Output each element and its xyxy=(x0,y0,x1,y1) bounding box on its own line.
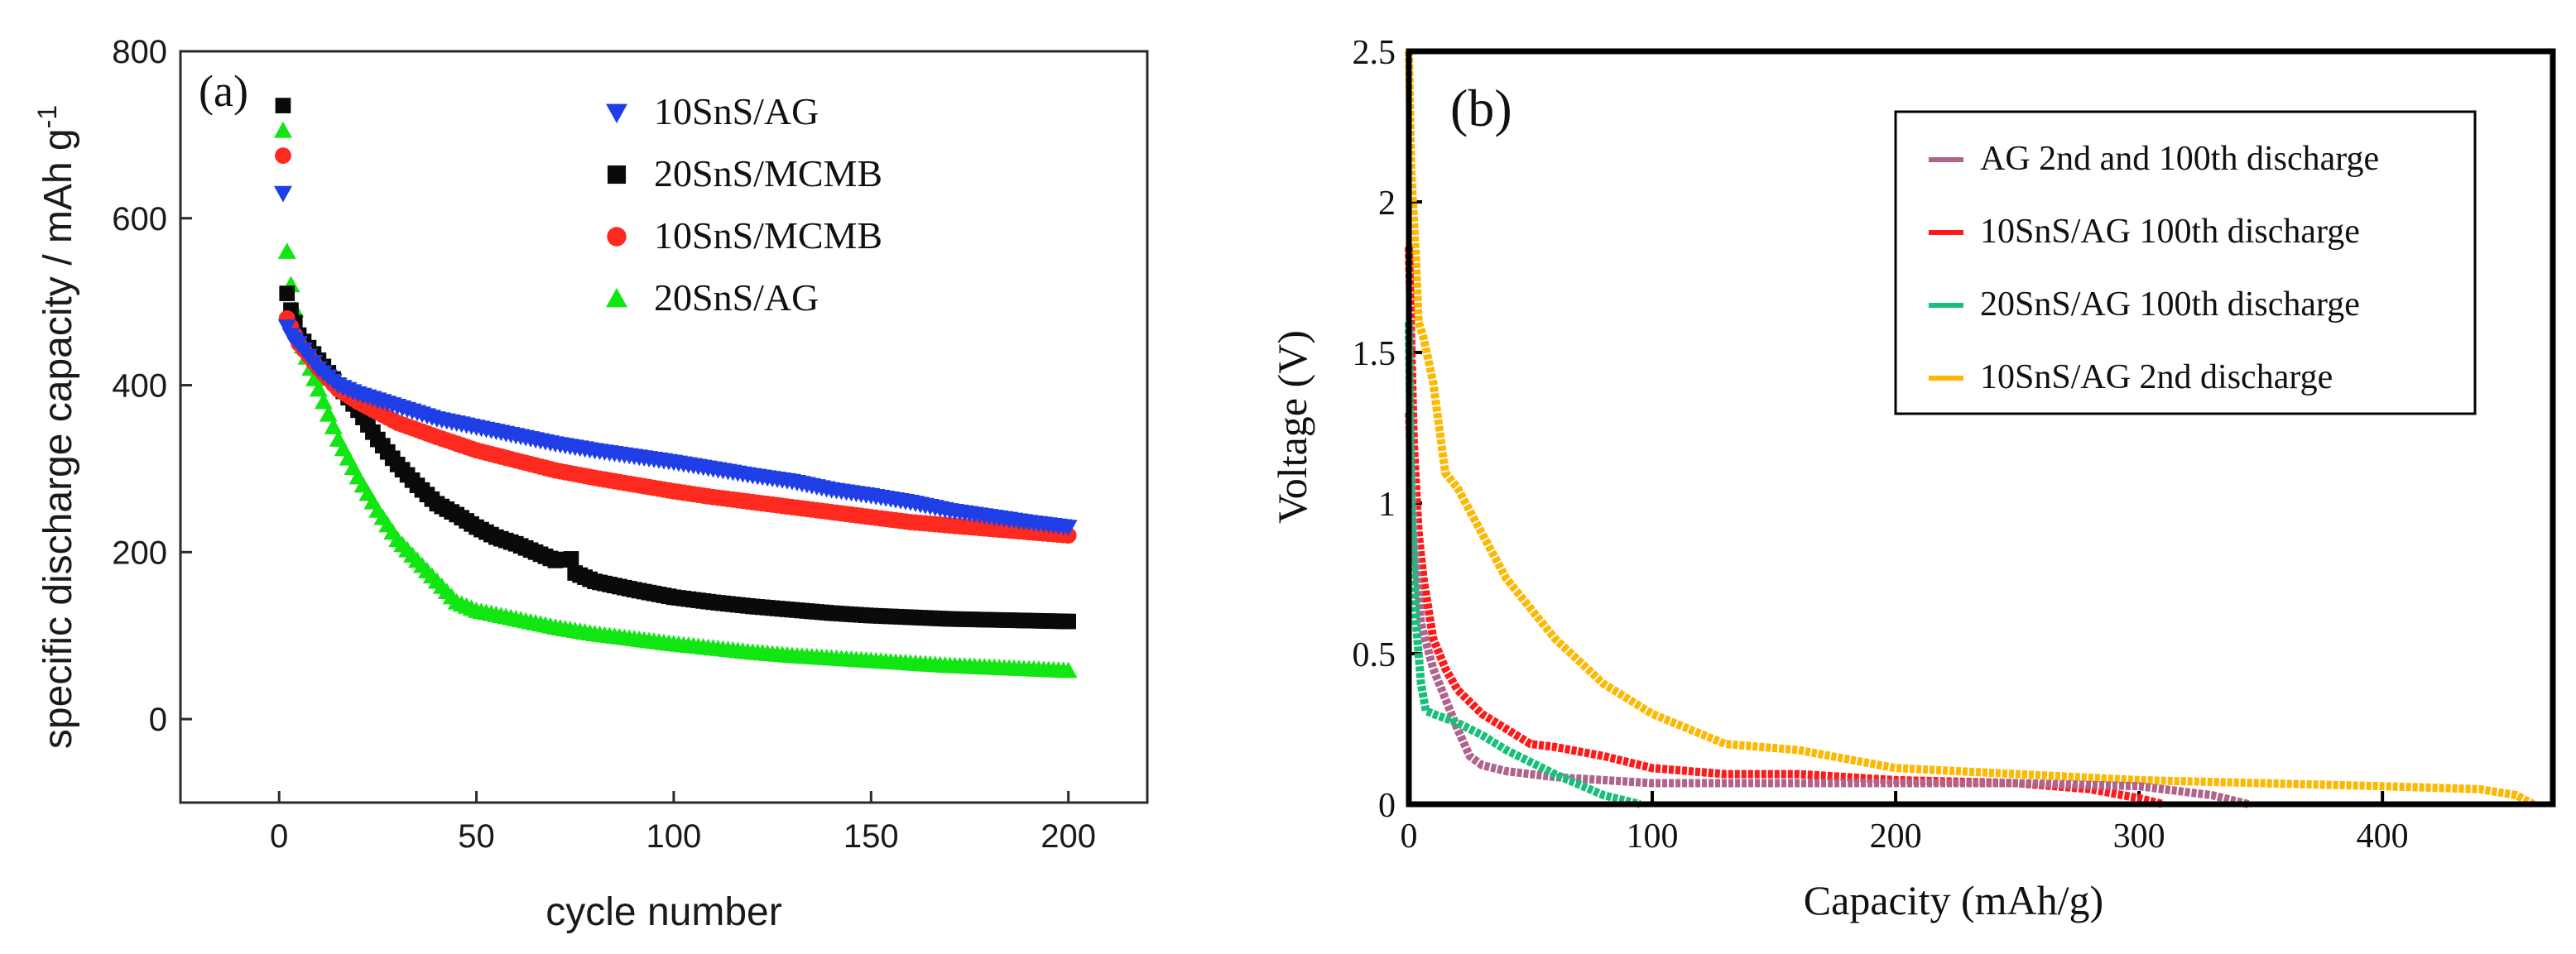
data-point xyxy=(309,380,328,397)
panel-a-frame xyxy=(179,50,1149,804)
panel-a-label: (a) xyxy=(199,66,248,116)
legend-label: 20SnS/AG xyxy=(654,276,819,319)
panel-b-ylabel: Voltage (V) xyxy=(1269,330,1315,524)
panel-b-legend-box xyxy=(1894,110,2477,415)
legend-item: 20SnS/MCMB xyxy=(607,152,882,194)
data-point xyxy=(1059,520,1078,537)
data-point xyxy=(273,185,292,203)
panel-b-xtick-label: 400 xyxy=(2357,817,2409,856)
data-point xyxy=(1060,613,1077,630)
panel-b-xtick-label: 300 xyxy=(2113,817,2165,856)
legend-marker xyxy=(606,288,627,308)
panel-b-ytick-label: 2.5 xyxy=(1353,34,1396,72)
panel-b-ytick-label: 0.5 xyxy=(1353,636,1396,674)
panel-b-xtick-label: 200 xyxy=(1870,817,1922,856)
legend-marker xyxy=(606,103,627,123)
panel-a-ytick-label: 400 xyxy=(112,368,167,405)
panel-b-series xyxy=(1405,50,2535,808)
panel-b-ytick-label: 0 xyxy=(1378,787,1396,825)
panel-a-ytick-label: 800 xyxy=(112,34,167,70)
legend-item: 20SnS/AG xyxy=(606,276,819,319)
legend-label: 20SnS/MCMB xyxy=(654,152,882,194)
series-20sns-ag xyxy=(273,121,1078,678)
legend-label: 10SnS/AG 2nd discharge xyxy=(1980,358,2333,396)
panel-a-ylabel: specific discharge capacity / mAh g-1 xyxy=(32,105,80,749)
panel-a-xtick-label: 200 xyxy=(1040,818,1096,855)
panel-b-xtick-label: 0 xyxy=(1401,817,1418,856)
data-point xyxy=(314,392,333,410)
panel-a-xtick-label: 150 xyxy=(843,818,899,855)
panel-a-ylabel-superscript: -1 xyxy=(32,105,62,128)
panel-b-frame xyxy=(1406,48,2556,808)
panel-a-series xyxy=(273,98,1078,678)
legend-item: 20SnS/AG 100th discharge xyxy=(1929,285,2360,324)
panel-a-ytick-label: 600 xyxy=(112,201,167,237)
panel-b-ytick-label: 1.5 xyxy=(1353,335,1396,373)
legend-marker xyxy=(607,227,627,247)
panel-a-xtick-label: 0 xyxy=(270,818,288,855)
panel-b-xtick-label: 100 xyxy=(1627,817,1679,856)
data-point xyxy=(279,285,296,301)
panel-b-ytick-label: 1 xyxy=(1378,486,1396,524)
series-ag-2nd-and-100th-discharge xyxy=(1405,412,2250,808)
data-point xyxy=(563,551,579,567)
series-10sns-mcmb xyxy=(275,147,1077,544)
legend-item: 10SnS/AG xyxy=(606,90,819,132)
legend-label: AG 2nd and 100th discharge xyxy=(1980,140,2379,178)
legend-item: 10SnS/AG 2nd discharge xyxy=(1929,358,2333,396)
panel-b-legend: AG 2nd and 100th discharge 10SnS/AG 100th… xyxy=(1894,110,2477,415)
legend-label: 10SnS/AG 100th discharge xyxy=(1980,213,2360,251)
legend-label: 10SnS/MCMB xyxy=(654,214,882,256)
legend-label: 10SnS/AG xyxy=(654,90,819,132)
legend-item: 10SnS/AG 100th discharge xyxy=(1929,213,2360,251)
data-point xyxy=(319,405,338,422)
legend-item: AG 2nd and 100th discharge xyxy=(1929,140,2379,178)
panel-a-ytick-label: 200 xyxy=(112,535,167,571)
panel-a-ticks: 0 50 100 150 200 0 200 400 600 800 xyxy=(112,34,1096,855)
panel-b-label: (b) xyxy=(1450,79,1512,137)
panel-a-ytick-label: 0 xyxy=(149,702,167,738)
series-20sns-ag-100th-discharge xyxy=(1405,322,1641,808)
panel-a-chart: 0 50 100 150 200 0 200 400 600 800 (a) 10SnS/AG 20… xyxy=(32,34,1149,934)
series-10sns-ag-2nd-discharge xyxy=(1405,50,2535,808)
legend-label: 20SnS/AG 100th discharge xyxy=(1980,285,2360,324)
panel-b-xlabel: Capacity (mAh/g) xyxy=(1804,877,2103,923)
panel-a-xlabel: cycle number xyxy=(545,890,781,934)
data-point xyxy=(275,98,291,113)
data-point xyxy=(275,147,291,165)
legend-item: 10SnS/MCMB xyxy=(607,214,882,256)
panel-b-chart: 0 100 200 300 400 0 0.5 1 1.5 2 2.5 (b) AG 2nd and… xyxy=(1269,34,2556,923)
panel-a-legend: 10SnS/AG 20SnS/MCMB 10SnS/MCMB 20SnS/AG xyxy=(606,90,882,319)
data-point xyxy=(277,319,296,336)
panel-a-xtick-label: 50 xyxy=(458,818,495,855)
data-point xyxy=(324,418,343,434)
legend-marker xyxy=(607,165,627,185)
series-10sns-ag xyxy=(273,185,1078,537)
panel-a-xtick-label: 100 xyxy=(646,818,702,855)
panel-b-ytick-label: 2 xyxy=(1378,185,1396,223)
data-point xyxy=(273,121,292,138)
panel-a-ylabel-main: specific discharge capacity / mAh g xyxy=(36,128,80,749)
data-point xyxy=(1059,661,1078,678)
data-point xyxy=(277,242,296,259)
panel-b-ticks: 0 100 200 300 400 0 0.5 1 1.5 2 2.5 xyxy=(1353,34,2409,856)
